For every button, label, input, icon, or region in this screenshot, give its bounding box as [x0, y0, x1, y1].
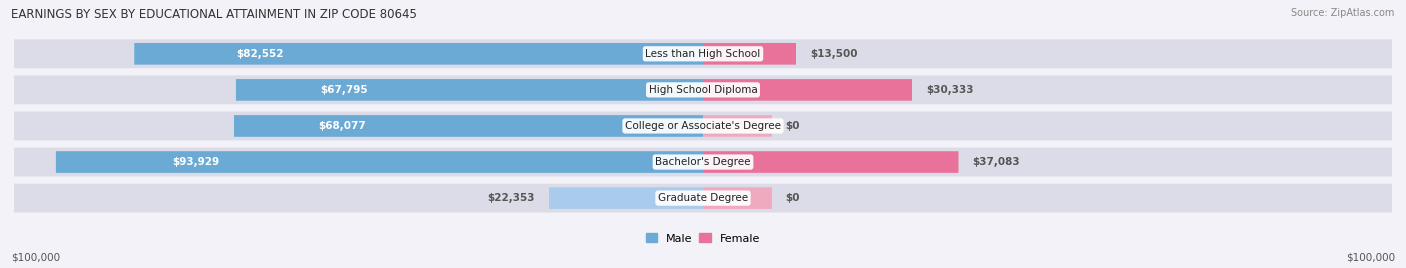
- FancyBboxPatch shape: [14, 111, 1392, 140]
- FancyBboxPatch shape: [56, 151, 703, 173]
- FancyBboxPatch shape: [236, 79, 703, 101]
- Text: $82,552: $82,552: [236, 49, 284, 59]
- Text: $22,353: $22,353: [488, 193, 536, 203]
- Text: Less than High School: Less than High School: [645, 49, 761, 59]
- Text: Graduate Degree: Graduate Degree: [658, 193, 748, 203]
- FancyBboxPatch shape: [703, 187, 772, 209]
- FancyBboxPatch shape: [548, 187, 703, 209]
- FancyBboxPatch shape: [134, 43, 703, 65]
- Text: College or Associate's Degree: College or Associate's Degree: [626, 121, 780, 131]
- FancyBboxPatch shape: [14, 148, 1392, 176]
- Legend: Male, Female: Male, Female: [641, 229, 765, 248]
- Text: High School Diploma: High School Diploma: [648, 85, 758, 95]
- Text: $93,929: $93,929: [173, 157, 219, 167]
- Text: $100,000: $100,000: [1346, 253, 1395, 263]
- Text: EARNINGS BY SEX BY EDUCATIONAL ATTAINMENT IN ZIP CODE 80645: EARNINGS BY SEX BY EDUCATIONAL ATTAINMEN…: [11, 8, 418, 21]
- Text: Bachelor's Degree: Bachelor's Degree: [655, 157, 751, 167]
- Text: $30,333: $30,333: [925, 85, 973, 95]
- Text: Source: ZipAtlas.com: Source: ZipAtlas.com: [1291, 8, 1395, 18]
- Text: $0: $0: [786, 121, 800, 131]
- FancyBboxPatch shape: [14, 184, 1392, 213]
- Text: $13,500: $13,500: [810, 49, 858, 59]
- Text: $68,077: $68,077: [318, 121, 366, 131]
- FancyBboxPatch shape: [14, 76, 1392, 104]
- Text: $37,083: $37,083: [973, 157, 1019, 167]
- FancyBboxPatch shape: [703, 115, 772, 137]
- FancyBboxPatch shape: [703, 43, 796, 65]
- FancyBboxPatch shape: [14, 39, 1392, 68]
- FancyBboxPatch shape: [233, 115, 703, 137]
- Text: $0: $0: [786, 193, 800, 203]
- FancyBboxPatch shape: [703, 79, 912, 101]
- Text: $67,795: $67,795: [321, 85, 367, 95]
- FancyBboxPatch shape: [703, 151, 959, 173]
- Text: $100,000: $100,000: [11, 253, 60, 263]
